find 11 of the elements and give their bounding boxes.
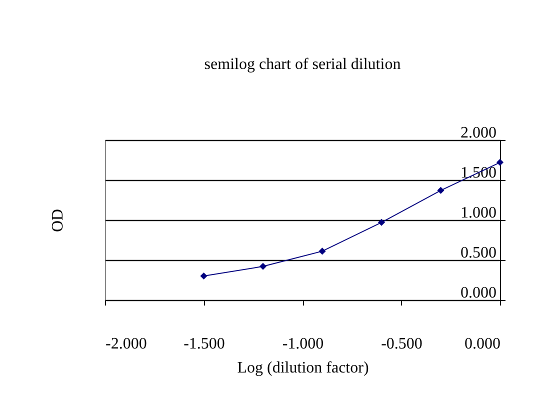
y-tick-label: 0.500 xyxy=(460,244,496,262)
y-axis-title: OD xyxy=(50,208,66,232)
x-tick-label: -0.500 xyxy=(381,336,422,352)
x-tick-label: -1.500 xyxy=(184,336,225,352)
y-tick-label: 1.000 xyxy=(460,204,496,222)
chart-title: semilog chart of serial dilution xyxy=(204,56,401,73)
x-tick-label: -2.000 xyxy=(106,336,147,352)
x-axis-title: Log (dilution factor) xyxy=(237,360,369,376)
x-tick-label: -1.000 xyxy=(282,336,324,352)
y-tick-label: 2.000 xyxy=(460,124,496,142)
y-tick-label: 0.000 xyxy=(460,284,496,302)
